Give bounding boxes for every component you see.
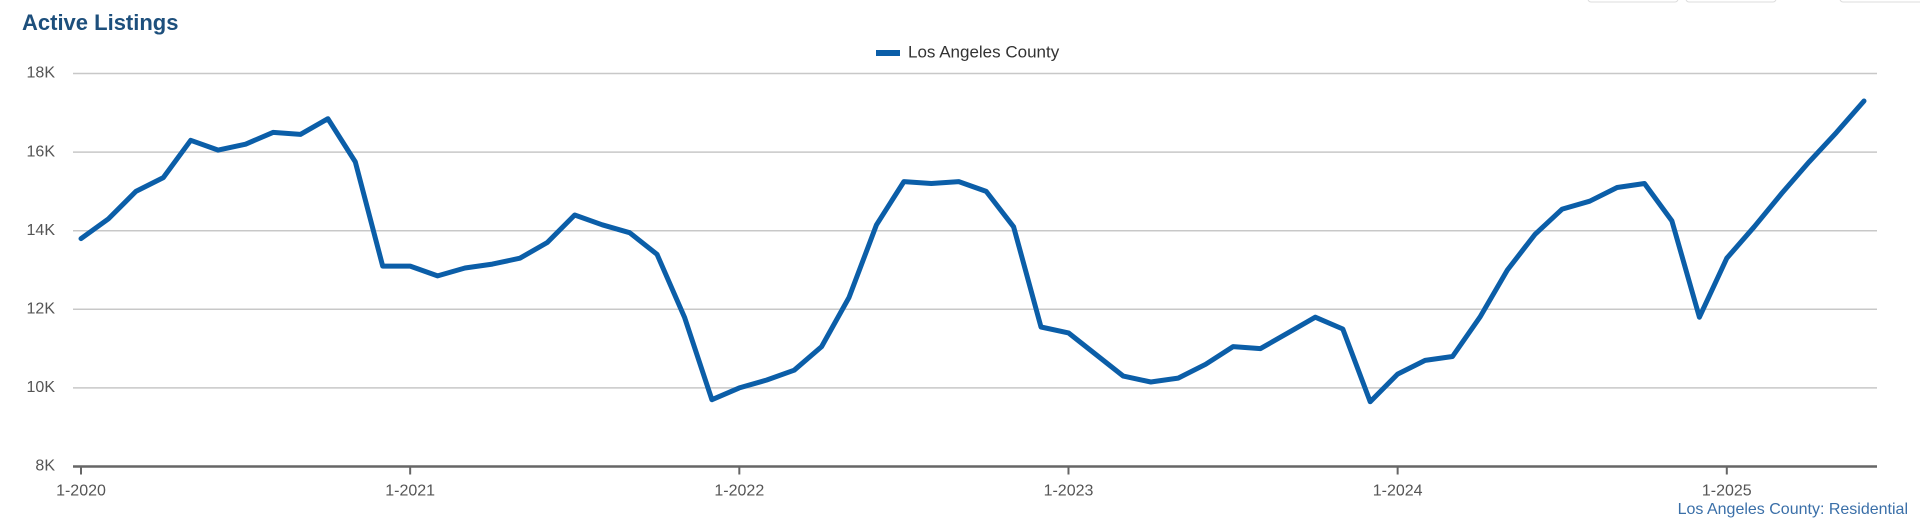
x-tick-label: 1-2020	[56, 483, 106, 500]
y-tick-label: 12K	[27, 301, 56, 318]
chart-title: Active Listings	[22, 10, 178, 35]
x-tick-label: 1-2024	[1373, 483, 1423, 500]
y-tick-label: 10K	[27, 379, 56, 396]
legend-label: Los Angeles County	[908, 42, 1060, 61]
x-tick-label: 1-2023	[1044, 483, 1094, 500]
toolbar-button[interactable]	[1839, 0, 1920, 3]
y-tick-label: 16K	[27, 143, 56, 160]
y-tick-label: 14K	[27, 222, 56, 239]
x-tick-label: 1-2025	[1702, 483, 1752, 500]
x-tick-label: 1-2022	[714, 483, 764, 500]
toolbar-button[interactable]	[1685, 0, 1777, 3]
x-tick-label: 1-2021	[385, 483, 435, 500]
toolbar-button[interactable]	[1587, 0, 1679, 3]
y-tick-label: 8K	[35, 458, 55, 475]
y-tick-label: 18K	[27, 65, 56, 82]
data-line	[78, 98, 1867, 405]
source-note: Los Angeles County: Residential	[1678, 501, 1908, 518]
